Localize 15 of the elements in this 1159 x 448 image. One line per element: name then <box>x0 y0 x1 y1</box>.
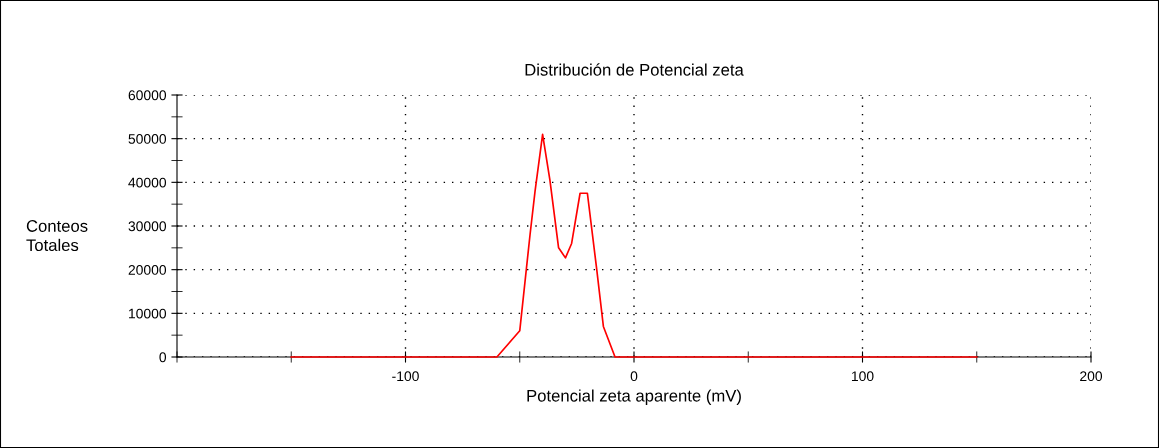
x-tick-label: 0 <box>630 371 638 382</box>
chart-title: Distribución de Potencial zeta <box>525 63 744 76</box>
y-tick-label: 20000 <box>128 265 167 275</box>
y-tick-label: 0 <box>159 352 167 363</box>
y-tick-label: 50000 <box>128 134 167 144</box>
x-tick-label: 100 <box>851 371 874 382</box>
x-axis-title: Potencial zeta aparente (mV) <box>527 389 741 405</box>
y-tick-label: 10000 <box>129 308 167 319</box>
y-axis-title: Conteos Totales <box>26 220 88 252</box>
line-series <box>290 133 978 358</box>
y-tick-label: 30000 <box>128 221 167 232</box>
x-tick-label: -100 <box>392 371 419 382</box>
x-tick-label: 200 <box>1080 371 1103 382</box>
y-tick-label: 40000 <box>128 177 167 188</box>
y-tick-label: 60000 <box>128 90 167 101</box>
